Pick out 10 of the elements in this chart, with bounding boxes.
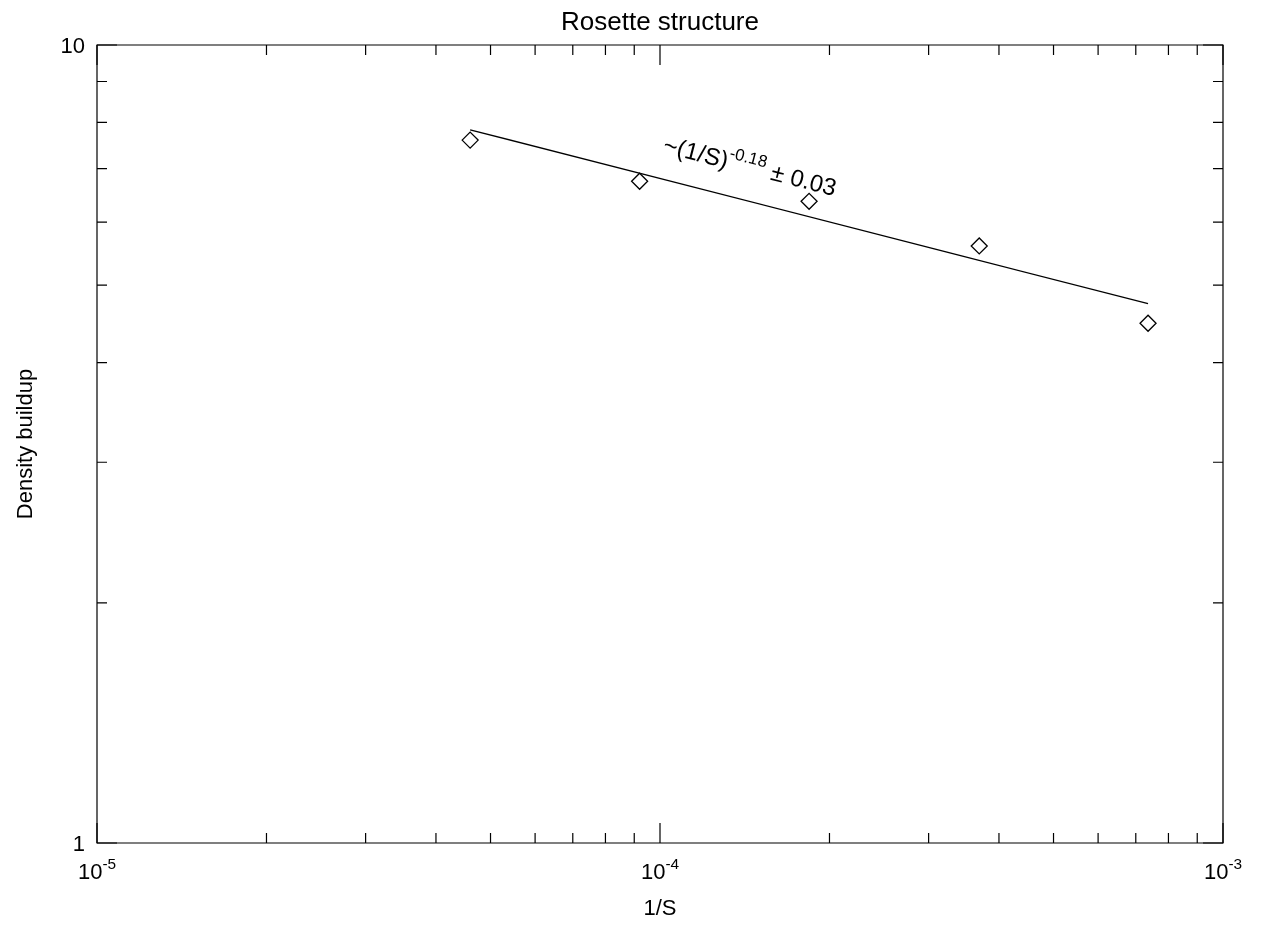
y-tick-label: 1 [72,831,86,856]
y-tick-label: 10 [60,33,86,58]
x-axis-title: 1/S [643,895,677,920]
point [461,131,479,149]
annotation: ~(1/S)-0.18 ± 0.03 [660,130,840,201]
chart-title: Rosette structure [561,6,759,36]
point [1139,314,1157,332]
point [970,237,988,255]
point [630,172,649,190]
y-axis-title: Density buildup [12,368,37,520]
